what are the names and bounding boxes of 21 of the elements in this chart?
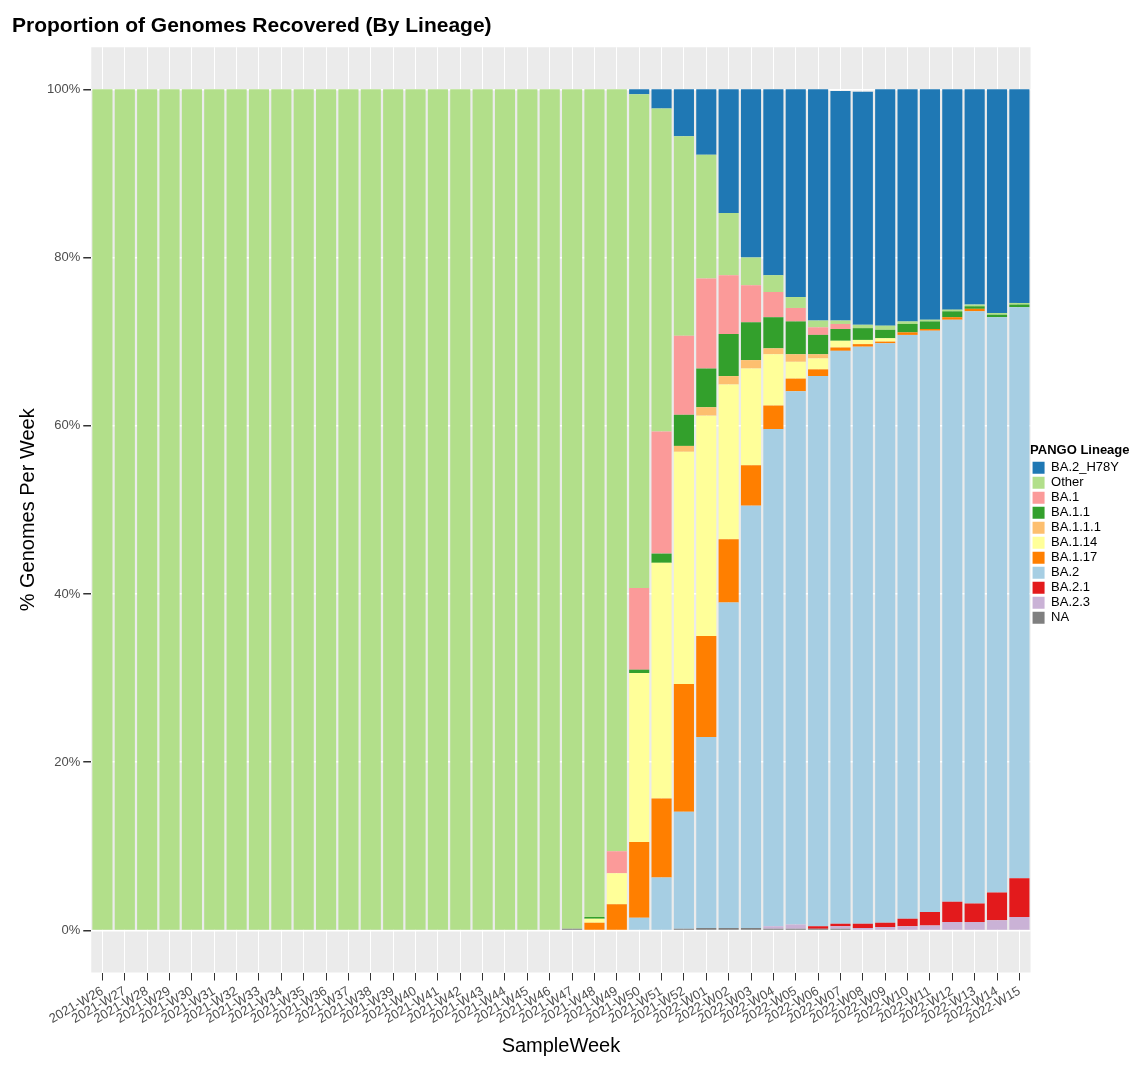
legend-label: BA.1.1.1 <box>1051 519 1101 535</box>
y-tick-label: 20% <box>54 753 81 769</box>
y-tick-label: 40% <box>54 585 81 601</box>
x-axis-title: SampleWeek <box>501 1033 622 1056</box>
legend-label: BA.2.1 <box>1051 579 1091 595</box>
y-tick-label: 100% <box>47 80 81 96</box>
y-tick-label: 60% <box>54 417 81 433</box>
legend-label: BA.2_H78Y <box>1051 459 1120 475</box>
legend-label: NA <box>1051 609 1070 625</box>
y-tick-label: 80% <box>54 249 81 265</box>
legend-label: BA.2.3 <box>1051 594 1091 610</box>
y-tick-label: 0% <box>61 922 81 938</box>
legend-label: BA.1.17 <box>1051 549 1098 565</box>
y-axis-title: % Genomes Per Week <box>15 407 38 612</box>
legend-label: Other <box>1051 474 1085 490</box>
legend-label: BA.2 <box>1051 564 1080 580</box>
chart-title: Proportion of Genomes Recovered (By Lineage) <box>12 13 492 37</box>
legend-label: BA.1.14 <box>1051 534 1098 550</box>
legend-label: BA.1.1 <box>1051 504 1091 520</box>
legend-title: PANGO Lineage <box>1030 441 1130 457</box>
legend-label: BA.1 <box>1051 489 1080 505</box>
